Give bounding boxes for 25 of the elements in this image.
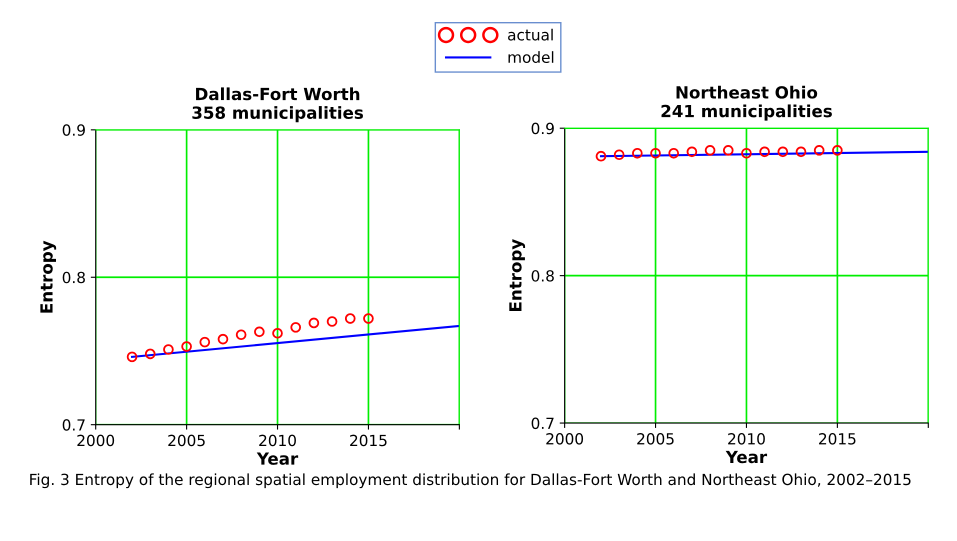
chart-title: Northeast Ohio [676,86,818,99]
caption: Fig. 3 Entropy of the regional spatial employment distribution for Dallas-Fort Worth and Northeast Ohio, 2002–2015 [30,473,911,488]
x-tick-label: 2015 [350,434,387,446]
x-tick-label: 2000 [77,434,114,446]
y-tick-label: 0.7 [532,418,554,430]
x-tick-label: 2010 [728,433,765,445]
chart-subtitle: 241 municipalities [662,104,832,121]
y-tick-label: 0.9 [532,122,554,134]
y-axis-title: Entropy [509,239,526,311]
y-tick-label: 0.8 [62,272,85,284]
chart-subtitle: 358 municipalities [192,106,363,122]
legend-label: actual [508,28,553,41]
x-axis-title: Year [256,452,298,465]
y-tick-label: 0.9 [62,124,85,136]
x-tick-label: 2015 [819,433,856,445]
x-tick-label: 2010 [259,434,296,446]
y-tick-label: 0.7 [62,419,85,431]
chart-title: Dallas-Fort Worth [196,87,360,100]
legend-label: model [508,51,554,64]
x-axis-title: Year [726,450,768,464]
y-tick-label: 0.8 [532,270,554,282]
x-tick-label: 2005 [637,433,674,445]
x-tick-label: 2000 [546,433,584,445]
x-tick-label: 2005 [168,434,205,446]
y-axis-title: Entropy [40,240,56,313]
